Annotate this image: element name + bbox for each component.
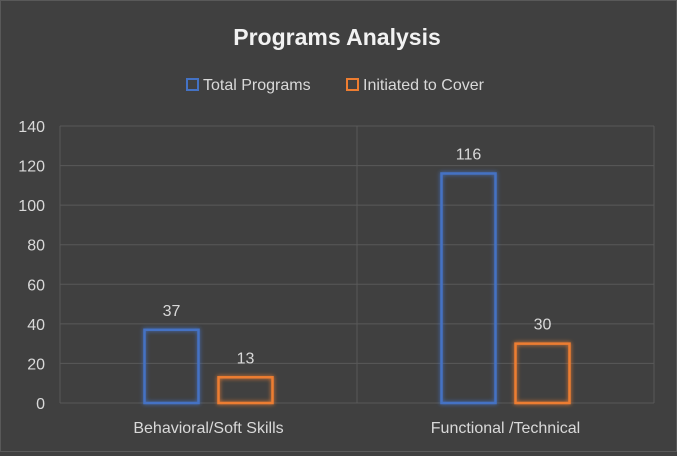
- bar-total-programs-1: [440, 172, 497, 405]
- y-tick-label: 0: [36, 396, 45, 413]
- gridlines: [59, 125, 655, 404]
- legend-swatch-total-programs: [186, 78, 199, 91]
- y-tick-label: 80: [27, 238, 45, 255]
- y-tick-label: 120: [18, 159, 45, 176]
- x-axis: Behavioral/Soft Skills Functional /Techni…: [133, 420, 580, 437]
- legend-label-initiated-to-cover: Initiated to Cover: [363, 77, 485, 94]
- y-tick-label: 100: [18, 198, 45, 215]
- bar-initiated-to-cover-0: [217, 376, 274, 405]
- x-tick-label: Functional /Technical: [431, 420, 580, 437]
- y-tick-label: 140: [18, 119, 45, 136]
- data-label: 116: [456, 146, 482, 163]
- data-label: 37: [163, 303, 181, 320]
- legend-label-total-programs: Total Programs: [203, 77, 311, 94]
- legend: Total Programs Initiated to Cover: [186, 77, 485, 94]
- bar-initiated-to-cover-1: [514, 342, 571, 405]
- x-tick-label: Behavioral/Soft Skills: [133, 420, 283, 437]
- y-tick-label: 20: [27, 356, 45, 373]
- y-tick-label: 60: [27, 277, 45, 294]
- legend-swatch-initiated-to-cover: [346, 78, 359, 91]
- bars: 37 13 116 30: [143, 146, 571, 405]
- chart-title: Programs Analysis: [233, 24, 441, 50]
- bar-total-programs-0: [143, 328, 200, 405]
- y-tick-label: 40: [27, 317, 45, 334]
- y-axis: 0 20 40 60 80 100 120 140: [18, 119, 45, 413]
- data-label: 13: [237, 350, 255, 367]
- data-label: 30: [534, 317, 552, 334]
